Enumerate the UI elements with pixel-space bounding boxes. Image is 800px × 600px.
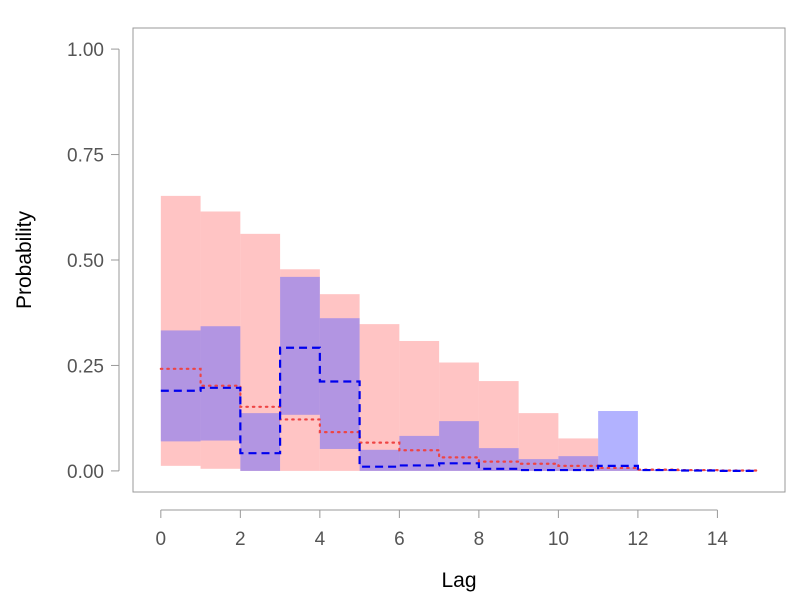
x-tick-label: 8: [474, 529, 485, 550]
plot-frame: [132, 27, 786, 493]
blue-dashed-step-line: [160, 346, 758, 473]
blue-band-bar: [439, 421, 479, 471]
x-tick-label: 0: [156, 529, 167, 550]
y-axis: 0.00 0.25 0.50 0.75 1.00: [67, 40, 120, 483]
x-tick-label: 10: [548, 529, 569, 550]
y-tick-label: 0.00: [67, 462, 104, 483]
blue-band-bar: [280, 276, 320, 415]
blue-band-bar: [160, 330, 201, 442]
blue-band-bar: [200, 326, 241, 441]
blue-band-bar: [240, 413, 281, 471]
red-band-bar: [359, 324, 400, 471]
y-axis-title: Probability: [13, 210, 36, 309]
y-tick-label: 1.00: [67, 40, 104, 61]
x-tick-label: 6: [394, 529, 405, 550]
y-tick-label: 0.75: [67, 146, 104, 167]
x-tick-label: 12: [627, 529, 648, 550]
y-tick-label: 0.25: [67, 356, 104, 377]
x-tick-label: 14: [707, 529, 729, 550]
blue-band-bar: [558, 456, 599, 471]
blue-band-bar: [518, 459, 559, 471]
x-axis-title: Lag: [441, 569, 476, 592]
y-tick-label: 0.50: [67, 251, 104, 272]
blue-band-bar: [478, 448, 519, 471]
x-axis: 0 2 4 6 8 10 12 14: [156, 509, 729, 550]
x-tick-label: 4: [315, 529, 326, 550]
blue-band-bar: [598, 411, 638, 471]
blue-band-bar: [319, 318, 360, 449]
x-tick-label: 2: [235, 529, 246, 550]
